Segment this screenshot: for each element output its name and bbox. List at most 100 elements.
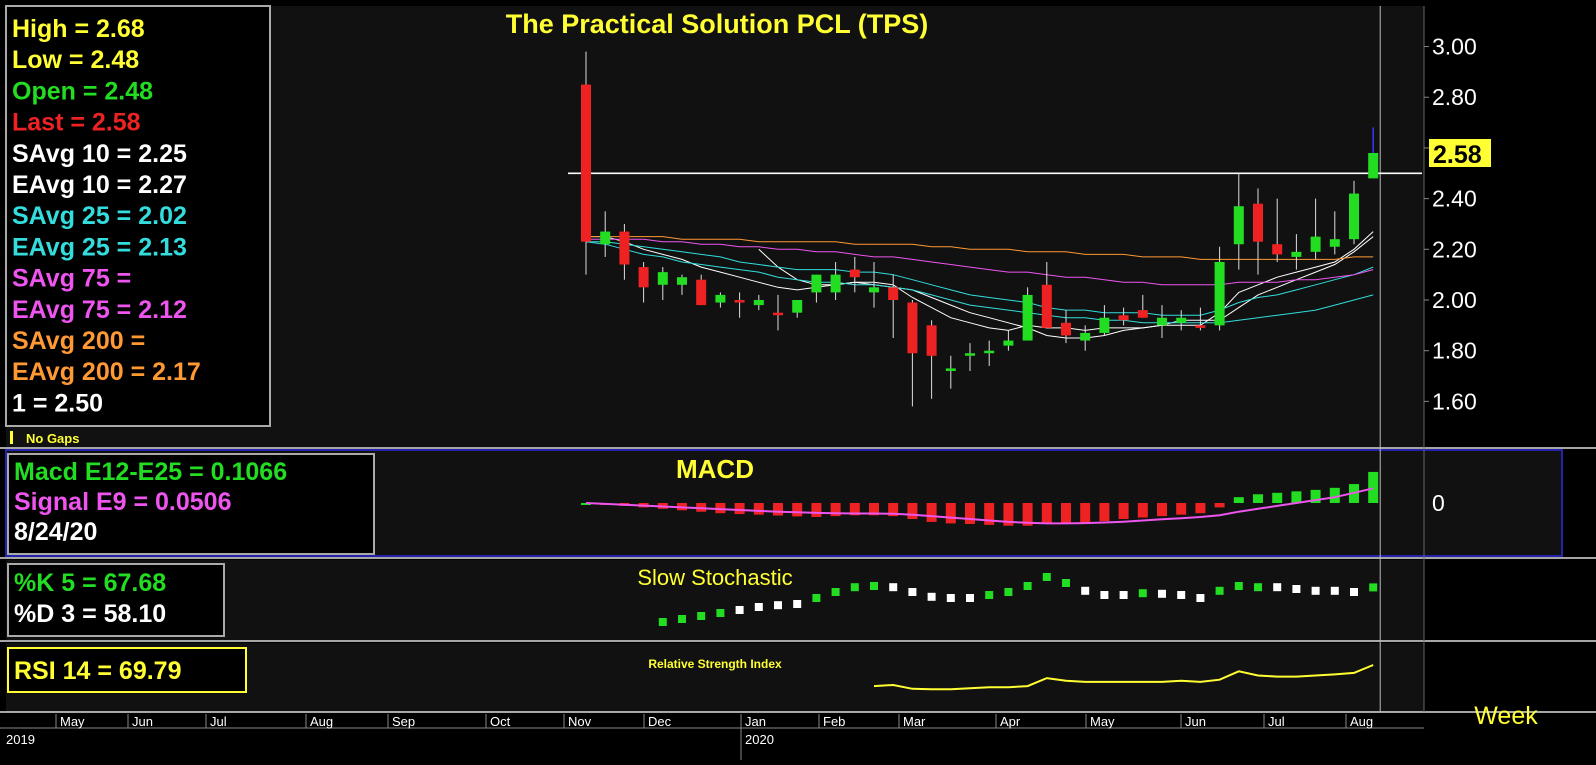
stochastic-point [1234,582,1243,590]
price-legend-entry: EAvg 200 = 2.17 [12,358,201,386]
candle-body [1253,203,1263,242]
macd-histogram-bar [792,503,803,517]
candle-body [984,350,995,354]
stochastic-point [1215,586,1224,595]
stochastic-point [1273,583,1282,592]
stochastic-legend: %K 5 = 67.68 %D 3 = 58.10 [7,563,225,637]
macd-histogram-bar [869,503,879,516]
candle-body [734,300,745,303]
rsi-title: Relative Strength Index [648,657,782,671]
stochastic-legend-entry: %D 3 = 58.10 [14,600,166,628]
macd-legend-entry: Macd E12-E25 = 0.1066 [14,458,287,486]
macd-legend-entry: 8/24/20 [14,518,97,546]
stochastic-point [870,582,878,590]
candle-body [1329,239,1340,247]
stochastic-point [812,594,821,602]
price-tick-label: 2.00 [1432,287,1477,313]
candle-body [1137,310,1148,318]
macd-histogram-bar [1310,489,1321,503]
stochastic-title: Slow Stochastic [637,565,792,590]
macd-signal-line [585,487,1374,525]
price-legend-entry: Last = 2.58 [12,109,141,137]
macd-histogram-bar [1041,503,1052,524]
macd-histogram-bar [1080,503,1091,523]
price-tick-label: 3.00 [1432,34,1477,60]
candle-body [1080,332,1091,341]
candle-body [907,302,918,354]
macd-histogram-bar [984,503,995,525]
candle-body [1291,251,1302,257]
moving-average-line [586,231,1374,331]
x-axis-month-label: Sep [392,714,415,729]
macd-histogram-bar [830,503,841,517]
candle-body [1022,294,1033,341]
price-legend-entry: High = 2.68 [12,15,145,43]
x-axis-month-label: Jul [1268,714,1285,729]
stochastic-point [908,588,917,596]
x-axis-area [0,714,1424,760]
macd-legend-box [7,453,375,555]
x-axis-month-label: Apr [1000,714,1021,729]
candle-body [696,279,707,306]
stochastic-point [1004,588,1013,596]
price-legend-entry: SAvg 200 = [12,327,145,355]
stochastic-point [1081,586,1090,595]
stochastic-point [1042,573,1051,581]
candle-body [1310,236,1321,252]
candle-body [1233,206,1244,245]
macd-histogram-bar [1003,503,1014,526]
stochastic-point [716,609,725,617]
candle-body [753,300,764,306]
candle-body [638,267,649,288]
x-axis-month-label: Jul [210,714,227,729]
price-tick-label: 2.40 [1432,186,1477,212]
price-legend-box [5,5,271,427]
macd-histogram-bar [1329,487,1340,503]
macd-histogram-bar [811,503,822,517]
candle-body [849,269,860,278]
stochastic-point [1158,589,1166,598]
macd-histogram-bar [965,503,975,524]
stochastic-point [678,615,686,623]
stochastic-point [793,600,802,608]
moving-average-line [586,241,1374,316]
x-axis-month-label: Feb [823,714,845,729]
stochastic-point [1062,579,1070,587]
candle-body [830,274,841,293]
macd-histogram-bar [888,503,899,517]
x-axis-month-label: Aug [1350,714,1373,729]
moving-average-line [585,241,1374,324]
x-axis-year-label: 2020 [745,732,774,747]
candle-body [1041,284,1052,328]
candle-body [1349,193,1359,240]
candle-body [1272,244,1283,255]
rsi-line [873,664,1374,691]
price-tick-label: 1.80 [1432,338,1477,364]
stochastic-point [1023,582,1032,590]
macd-histogram-bar [1233,497,1244,503]
x-axis-month-label: Jun [1185,714,1206,729]
macd-histogram-bar [907,503,918,520]
macd-histogram-bar [1176,503,1187,515]
price-legend-entry: Low = 2.48 [12,46,139,74]
candle-body [773,312,783,316]
stochastic-point [1350,588,1358,596]
candle-body [657,272,668,285]
stochastic-point [735,606,744,614]
x-axis-month-label: May [1090,714,1115,729]
price-legend-entry: SAvg 10 = 2.25 [12,140,187,168]
price-tick-label: 2.80 [1432,84,1477,110]
candle-body [581,84,591,242]
macd-histogram-bar [1272,492,1283,503]
macd-histogram-bar [926,503,937,522]
candle-body [888,287,899,300]
macd-histogram-bar [849,503,860,516]
stochastic-point [774,601,782,610]
stochastic-point [1369,583,1378,592]
candle-body [677,277,687,285]
stochastic-point [1196,594,1205,602]
stochastic-point [754,603,763,611]
